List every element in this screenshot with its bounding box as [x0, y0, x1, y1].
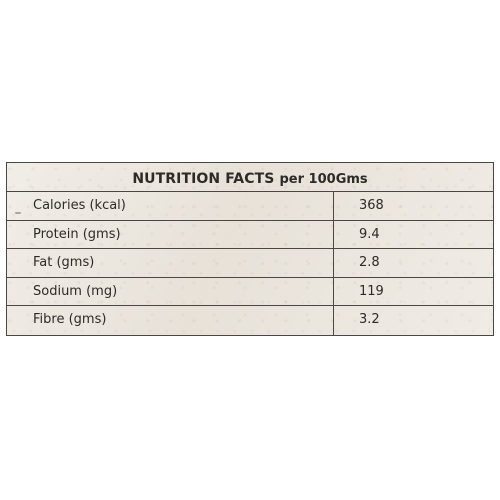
- table-row-protein: Protein (gms) 9.4: [7, 220, 493, 250]
- table-title: NUTRITION FACTS per 100Gms: [7, 163, 493, 192]
- table-row-fat: Fat (gms) 2.8: [7, 249, 493, 278]
- nutrient-name: Sodium (mg): [7, 277, 334, 306]
- nutrient-name: Fibre (gms): [7, 306, 334, 335]
- nutrient-name: Calories (kcal): [7, 192, 334, 220]
- title-main: NUTRITION FACTS: [132, 171, 275, 187]
- nutrient-value: 368: [359, 198, 384, 213]
- nutrient-name: Fat (gms): [7, 249, 334, 277]
- nutrient-value: 3.2: [359, 312, 380, 328]
- nutrient-value: 2.8: [359, 255, 380, 271]
- table-row-fibre: Fibre (gms) 3.2: [7, 306, 493, 335]
- nutrient-name: Protein (gms): [7, 220, 334, 249]
- table-row-calories: Calories (kcal) 368: [7, 192, 493, 221]
- title-sub: per 100Gms: [279, 172, 368, 187]
- table-row-sodium: Sodium (mg) 119: [7, 277, 493, 307]
- nutrient-value: 119: [359, 283, 384, 299]
- nutrition-facts-table: NUTRITION FACTS per 100Gms Calories (kca…: [6, 162, 494, 336]
- paper-speck: [15, 212, 21, 214]
- table-body: Calories (kcal) 368 Protein (gms) 9.4 Fa…: [7, 192, 493, 335]
- nutrient-value: 9.4: [359, 226, 380, 242]
